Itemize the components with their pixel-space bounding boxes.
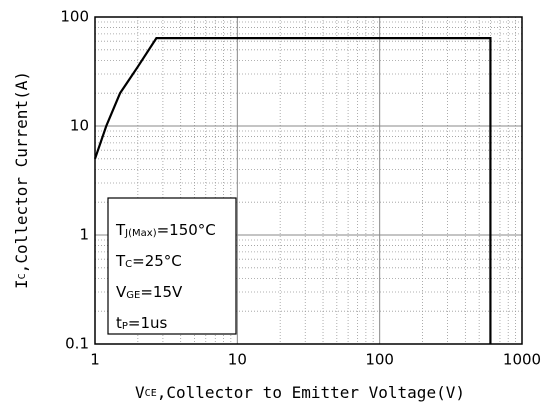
annotation-rest: =150°C — [157, 221, 216, 239]
y-tick-label: 10 — [70, 117, 89, 135]
x-tick-label: 1000 — [503, 351, 541, 369]
x-tick-label: 100 — [365, 351, 394, 369]
annotation: TJ(Max)=150°C — [115, 221, 216, 240]
annotation-rest: =1us — [128, 314, 168, 332]
y-axis-label: IC,Collector Current(A) — [12, 71, 31, 289]
annotation: VGE=15V — [116, 283, 183, 302]
plot-frame — [94, 16, 523, 345]
annotation-rest: =25°C — [132, 252, 182, 270]
annotation: tP=1us — [116, 314, 168, 333]
x-tick-label: 10 — [228, 351, 247, 369]
y-tick-label: 0.1 — [65, 335, 89, 353]
annotation-sub: GE — [126, 290, 140, 301]
annotation-main: T — [115, 252, 126, 270]
annotation-main: T — [115, 221, 126, 239]
x-tick-label: 1 — [90, 351, 100, 369]
annotation-main: V — [116, 283, 127, 301]
x-axis-label: VCE,Collector to Emitter Voltage(V) — [135, 383, 465, 402]
annotation-sub: C — [125, 259, 132, 270]
annotation-main: t — [116, 314, 122, 332]
annotation-rest: =15V — [140, 283, 183, 301]
y-tick-label: 100 — [60, 8, 89, 26]
annotation-sub: J(Max) — [124, 228, 157, 239]
annotation: TC=25°C — [115, 252, 182, 271]
y-tick-label: 1 — [79, 226, 89, 244]
annotation-sub: P — [122, 321, 128, 332]
data-line — [93, 37, 492, 344]
annotation-box — [107, 197, 237, 335]
